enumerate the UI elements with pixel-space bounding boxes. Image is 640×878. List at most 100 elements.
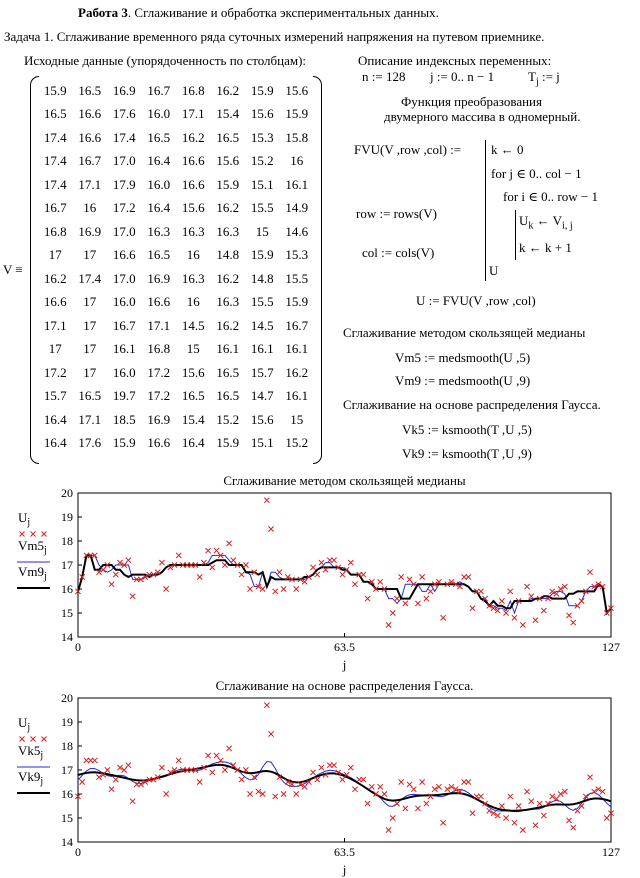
data-point [364, 800, 371, 807]
data-point [104, 767, 111, 773]
data-point [125, 557, 132, 564]
data-point [528, 593, 535, 600]
matrix-cell: 16.1 [112, 341, 136, 357]
matrix-cell: 14.8 [216, 247, 240, 263]
data-point [318, 764, 325, 771]
work-heading: Работа 3. Сглаживание и обработка экспер… [78, 5, 439, 21]
x-tick-label: 63.5 [334, 845, 355, 859]
data-point [381, 586, 388, 592]
matrix-cell: 16.5 [216, 388, 240, 404]
j-definition: j := 0.. n − 1 [430, 69, 495, 84]
data-point [561, 583, 568, 590]
legend-label: Vm5j [18, 538, 47, 556]
data-point [494, 607, 501, 614]
data-point [154, 569, 161, 576]
data-point [406, 781, 413, 788]
data-point [280, 586, 287, 592]
matrix-cell: 16 [186, 247, 200, 263]
data-point [423, 800, 430, 807]
matrix-cell: 17.1 [181, 106, 205, 122]
data-point [381, 791, 388, 797]
median-chart: Сглаживание методом скользящей медианы 14… [17, 473, 620, 672]
data-point [599, 583, 606, 590]
data-point [200, 764, 207, 771]
data-point [482, 595, 489, 602]
data-point [482, 800, 489, 807]
matrix-cell: 17 [83, 317, 97, 333]
matrix-cell: 17.4 [43, 176, 67, 192]
y-tick-label: 18 [61, 739, 73, 753]
legend-swatch [19, 736, 25, 742]
data-point [452, 786, 459, 793]
data-point [578, 598, 585, 604]
data-point [284, 779, 291, 785]
x-axis-label: j [342, 657, 347, 672]
data-point [100, 566, 107, 573]
data-point [435, 783, 442, 790]
data-point [490, 605, 497, 612]
matrix-cell: 15.9 [112, 435, 136, 451]
data-point [251, 774, 258, 781]
data-point [247, 586, 254, 592]
data-point [79, 574, 86, 580]
data-point [196, 574, 203, 580]
data-point [486, 807, 493, 814]
data-point [234, 562, 241, 568]
legend-label: Vk5j [18, 743, 43, 761]
y-tick-label: 19 [61, 715, 73, 729]
matrix-cell: 17.2 [43, 364, 67, 380]
matrix-cell: 16.0 [112, 294, 136, 310]
matrix-row: 17.4 17.1 17.9 16.0 16.6 15.9 15.1 16.1 [38, 173, 314, 197]
data-point [532, 617, 539, 624]
prog-line-5: k ← k + 1 [519, 240, 572, 255]
data-point [528, 798, 535, 805]
matrix-cell: 16.6 [181, 176, 205, 192]
fvu-head: FVU(V ,row ,col) := [354, 142, 462, 157]
data-point [536, 595, 543, 602]
matrix-cell: 17.1 [78, 411, 102, 427]
data-point [108, 786, 115, 793]
data-point [121, 562, 128, 568]
work-title: Работа 3 [78, 5, 128, 20]
matrix-cell: 16.3 [216, 223, 240, 239]
data-point [272, 588, 279, 595]
matrix-cell: 16.6 [147, 294, 171, 310]
data-point [171, 562, 178, 568]
data-point [268, 731, 275, 737]
data-point [545, 800, 552, 807]
data-point [226, 540, 233, 547]
matrix-cell: 16.3 [147, 223, 171, 239]
data-point [146, 776, 153, 783]
matrix-cell: 15 [290, 411, 304, 427]
data-point [284, 574, 291, 580]
data-point [368, 578, 375, 585]
data-point [561, 788, 568, 795]
data-point [276, 774, 283, 781]
matrix-cell: 16.3 [216, 294, 240, 310]
matrix-cell: 15.9 [250, 247, 274, 263]
matrix-cell: 17 [48, 341, 62, 357]
matrix-cell: 17 [83, 341, 97, 357]
matrix-row: 17 17 16.1 16.8 15 16.1 16.1 16.1 [38, 338, 314, 362]
data-point [175, 757, 182, 764]
series-line-9 [77, 763, 612, 812]
legend-entry: Vm9j [17, 564, 50, 589]
matrix-row: 17.4 16.7 17.0 16.4 16.6 15.6 15.2 16 [38, 150, 314, 174]
func-title-1: Функция преобразования [401, 94, 542, 109]
matrix-cell: 16.0 [112, 364, 136, 380]
data-point [75, 588, 81, 595]
data-point [360, 776, 367, 783]
y-tick-label: 16 [61, 582, 73, 596]
data-point [461, 779, 468, 785]
data-point [431, 786, 438, 793]
x-tick-label: 127 [602, 845, 620, 859]
matrix-cell: 16.1 [285, 176, 309, 192]
data-point [570, 824, 577, 831]
data-point [83, 552, 90, 559]
data-point [486, 602, 493, 609]
data-point [339, 776, 346, 783]
matrix-cell: 16.5 [216, 364, 240, 380]
matrix-cell: 17.1 [43, 317, 67, 333]
data-point [343, 566, 350, 573]
data-point [427, 588, 434, 595]
